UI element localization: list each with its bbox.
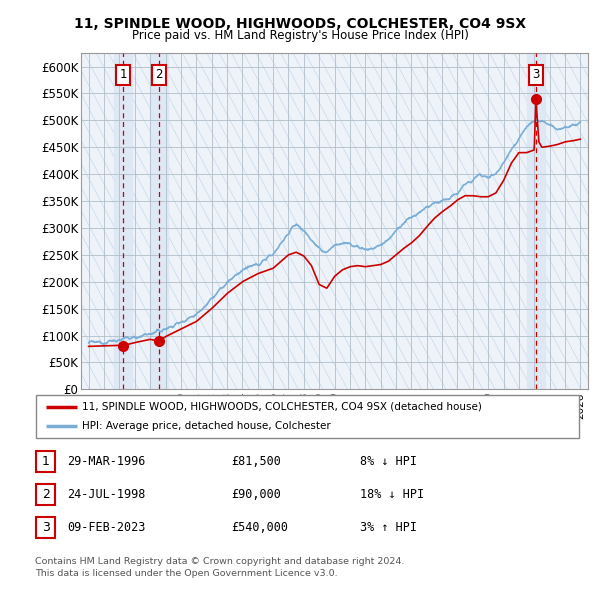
Text: £90,000: £90,000 xyxy=(231,488,281,501)
Text: 3: 3 xyxy=(41,521,50,534)
Text: £540,000: £540,000 xyxy=(231,521,288,534)
Text: £81,500: £81,500 xyxy=(231,455,281,468)
Text: This data is licensed under the Open Government Licence v3.0.: This data is licensed under the Open Gov… xyxy=(35,569,337,578)
Text: 24-JUL-1998: 24-JUL-1998 xyxy=(67,488,146,501)
Text: HPI: Average price, detached house, Colchester: HPI: Average price, detached house, Colc… xyxy=(82,421,331,431)
Bar xyxy=(527,53,545,389)
Text: 2: 2 xyxy=(155,68,163,81)
Text: 2: 2 xyxy=(41,488,50,501)
FancyBboxPatch shape xyxy=(36,517,55,538)
Text: 3: 3 xyxy=(532,68,539,81)
Text: 29-MAR-1996: 29-MAR-1996 xyxy=(67,455,146,468)
FancyBboxPatch shape xyxy=(36,451,55,472)
Text: 3% ↑ HPI: 3% ↑ HPI xyxy=(360,521,417,534)
FancyBboxPatch shape xyxy=(36,484,55,505)
Text: 1: 1 xyxy=(119,68,127,81)
Bar xyxy=(149,53,168,389)
Text: 11, SPINDLE WOOD, HIGHWOODS, COLCHESTER, CO4 9SX: 11, SPINDLE WOOD, HIGHWOODS, COLCHESTER,… xyxy=(74,17,526,31)
Text: 1: 1 xyxy=(41,455,50,468)
Text: Price paid vs. HM Land Registry's House Price Index (HPI): Price paid vs. HM Land Registry's House … xyxy=(131,30,469,42)
Text: 18% ↓ HPI: 18% ↓ HPI xyxy=(360,488,424,501)
Text: 8% ↓ HPI: 8% ↓ HPI xyxy=(360,455,417,468)
Text: 09-FEB-2023: 09-FEB-2023 xyxy=(67,521,146,534)
Text: 11, SPINDLE WOOD, HIGHWOODS, COLCHESTER, CO4 9SX (detached house): 11, SPINDLE WOOD, HIGHWOODS, COLCHESTER,… xyxy=(82,402,482,412)
Bar xyxy=(114,53,133,389)
Text: Contains HM Land Registry data © Crown copyright and database right 2024.: Contains HM Land Registry data © Crown c… xyxy=(35,558,404,566)
FancyBboxPatch shape xyxy=(36,395,579,438)
